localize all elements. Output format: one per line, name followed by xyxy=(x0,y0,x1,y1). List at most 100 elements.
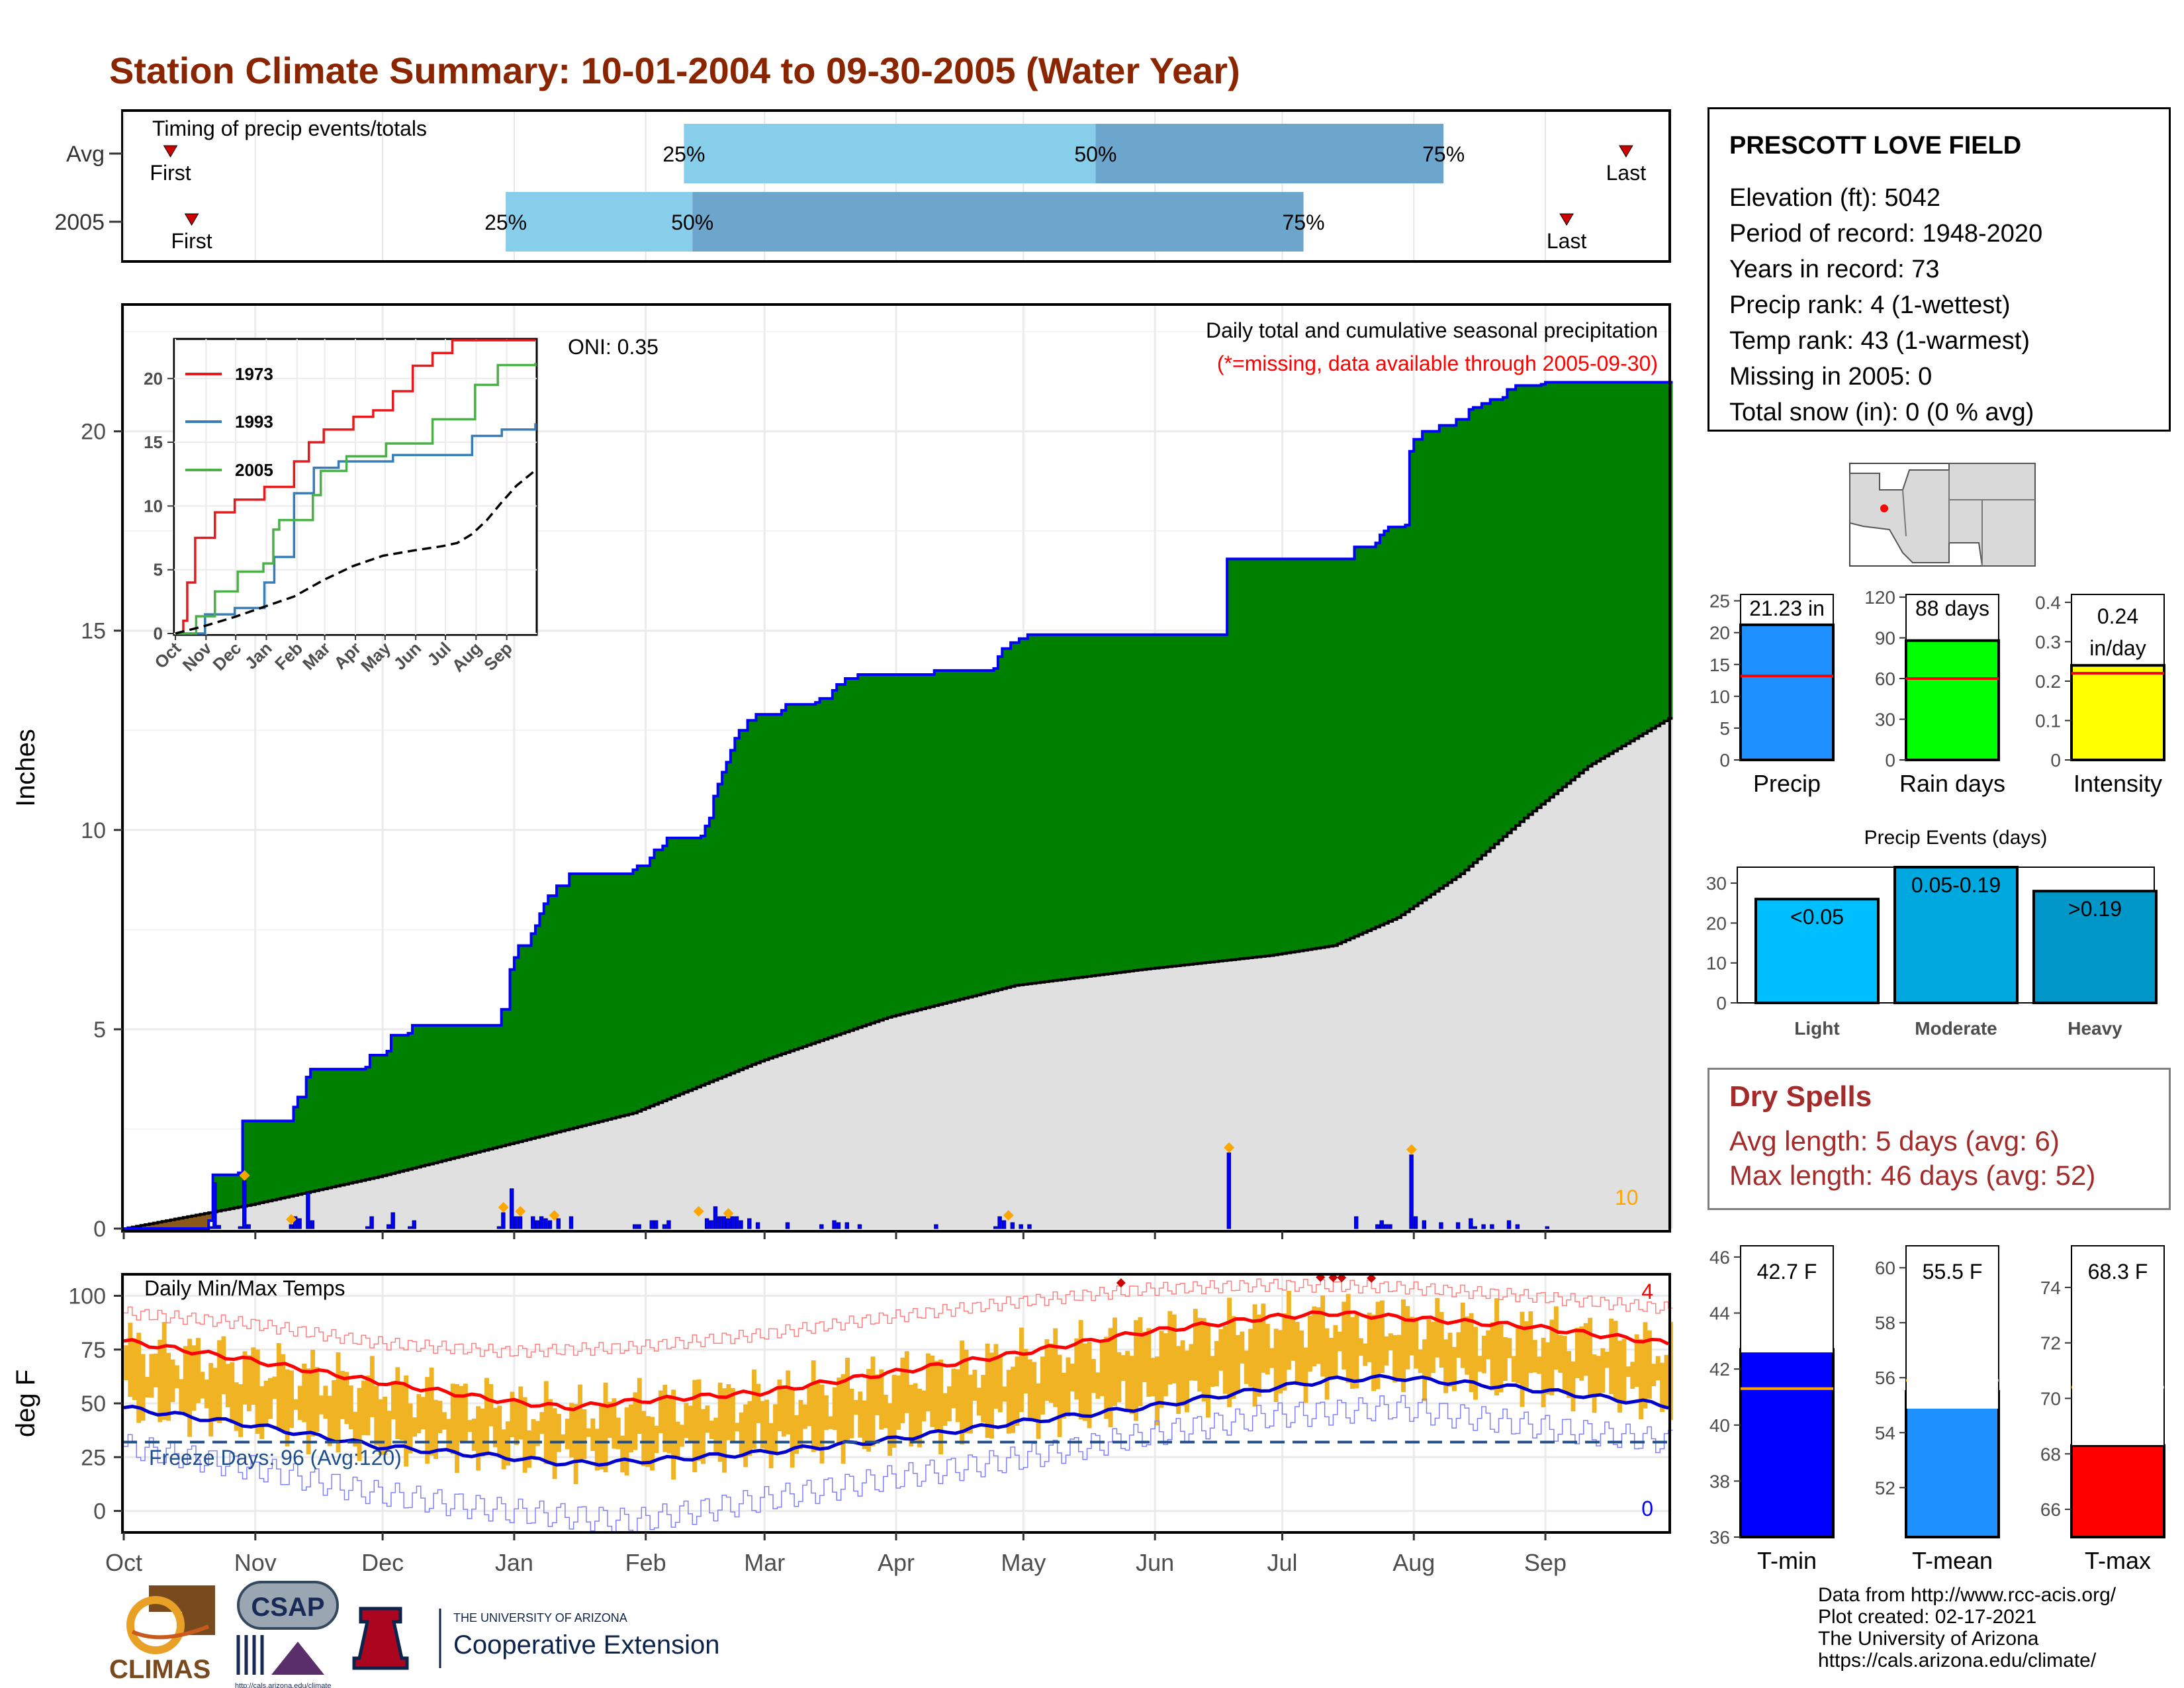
daily-temp-bar xyxy=(1116,1352,1122,1403)
daily-temp-bar xyxy=(124,1345,128,1381)
daily-temp-bar xyxy=(1494,1298,1500,1396)
daily-temp-bar xyxy=(1524,1321,1529,1388)
record-min-line xyxy=(124,1395,1673,1534)
summary-ytick-label: 72 xyxy=(2040,1333,2061,1354)
ua-big-text: Cooperative Extension xyxy=(453,1630,719,1660)
daily-temp-bar xyxy=(459,1385,464,1442)
daily-temp-bar xyxy=(874,1374,880,1415)
daily-temp-bar xyxy=(1350,1317,1355,1389)
daily-precip-bar xyxy=(293,1216,298,1229)
daily-temp-bar xyxy=(641,1411,647,1466)
daily-temp-bar xyxy=(149,1354,154,1398)
daily-temp-bar xyxy=(1129,1356,1134,1415)
csap-url: http://cals.arizona.edu/climate xyxy=(235,1682,332,1688)
daily-temp-bar xyxy=(896,1375,901,1430)
summary-value-box xyxy=(1907,1246,1998,1409)
daily-precip-bar xyxy=(539,1216,544,1229)
daily-temp-bar xyxy=(696,1379,702,1461)
record-day-marker xyxy=(239,1170,250,1181)
events-bar-label: 0.05-0.19 xyxy=(1911,873,2001,897)
summary-ytick-label: 90 xyxy=(1875,628,1895,649)
timing-p50-label: 50% xyxy=(671,211,713,234)
daily-precip-bar xyxy=(543,1218,548,1229)
daily-temp-bar xyxy=(650,1417,655,1471)
daily-temp-bar xyxy=(1295,1321,1300,1385)
timing-bar-25-50 xyxy=(684,124,1096,183)
daily-temp-bar xyxy=(760,1401,765,1449)
daily-temp-bar xyxy=(506,1421,511,1466)
daily-temp-bar xyxy=(293,1399,298,1410)
daily-temp-bar xyxy=(1002,1386,1007,1402)
month-tick-label: Jul xyxy=(1267,1549,1297,1576)
daily-temp-bar xyxy=(268,1378,273,1419)
daily-precip-bar xyxy=(717,1216,722,1229)
daily-temp-bar xyxy=(1520,1311,1525,1407)
daily-temp-bar xyxy=(841,1374,846,1464)
daily-temp-bar xyxy=(1528,1311,1533,1374)
daily-temp-bar xyxy=(1138,1317,1143,1407)
daily-temp-bar xyxy=(853,1399,858,1415)
daily-temp-bar xyxy=(1532,1340,1537,1373)
summary-value-bar xyxy=(1905,1390,2000,1538)
daily-precip-bar xyxy=(246,1224,251,1229)
daily-temp-bar xyxy=(637,1378,642,1434)
daily-temp-bar xyxy=(735,1423,740,1432)
summary-ytick-label: 0.3 xyxy=(2035,632,2061,652)
daily-temp-bar xyxy=(455,1383,460,1474)
temp-title: Daily Min/Max Temps xyxy=(144,1276,345,1300)
daily-temp-bar xyxy=(1329,1337,1334,1380)
record-day-marker xyxy=(1003,1209,1014,1221)
month-tick-label: Jan xyxy=(495,1549,533,1576)
month-tick-label: Dec xyxy=(361,1549,404,1576)
daily-temp-bar xyxy=(1146,1328,1152,1397)
daily-precip-bar xyxy=(1409,1154,1414,1229)
daily-temp-bar xyxy=(1639,1338,1644,1420)
precip-ytick-label: 10 xyxy=(81,818,106,843)
daily-temp-bar xyxy=(1460,1302,1465,1368)
daily-precip-bar xyxy=(993,1226,998,1229)
daily-temp-bar xyxy=(158,1339,163,1423)
daily-temp-bar xyxy=(1235,1335,1240,1394)
daily-temp-bar xyxy=(365,1375,371,1436)
inset-ytick-label: 0 xyxy=(154,624,163,643)
daily-temp-bar xyxy=(1379,1300,1385,1374)
daily-temp-bar xyxy=(1083,1343,1088,1421)
daily-temp-bar xyxy=(1439,1311,1444,1368)
daily-temp-bar xyxy=(739,1412,744,1458)
avg-min-line xyxy=(123,1374,1669,1467)
daily-temp-bar xyxy=(1040,1356,1045,1415)
daily-temp-bar xyxy=(582,1409,587,1460)
daily-temp-bar xyxy=(662,1384,668,1452)
freeze-label: Freeze Days: 96 (Avg:120) xyxy=(149,1446,402,1470)
inset-ytick-label: 15 xyxy=(144,432,163,452)
daily-temp-bar xyxy=(997,1356,1003,1413)
daily-temp-bar xyxy=(989,1352,994,1439)
daily-temp-bar xyxy=(1367,1312,1372,1362)
daily-temp-bar xyxy=(289,1370,294,1429)
daily-temp-bar xyxy=(1426,1319,1432,1378)
daily-temp-bar xyxy=(1163,1333,1168,1397)
daily-precip-bar xyxy=(208,1226,213,1229)
daily-temp-bar xyxy=(1312,1306,1317,1367)
daily-temp-bar xyxy=(1180,1340,1185,1407)
credit-line-3: The University of Arizona xyxy=(1818,1628,2039,1650)
events-bar-label: >0.19 xyxy=(2068,897,2122,921)
month-tick-label: Sep xyxy=(1524,1549,1567,1576)
daily-precip-bar xyxy=(238,1226,243,1229)
daily-precip-bar xyxy=(1383,1224,1388,1229)
events-bar xyxy=(1754,898,1880,1005)
daily-temp-bar xyxy=(1011,1366,1016,1433)
summary-ytick-label: 68 xyxy=(2040,1444,2061,1464)
summary-ytick-label: 38 xyxy=(1709,1471,1730,1491)
daily-temp-bar xyxy=(756,1383,761,1423)
timing-bar-50-75 xyxy=(692,192,1304,252)
station-precip-rank: Precip rank: 4 (1-wettest) xyxy=(1729,291,2011,319)
summary-ytick-label: 56 xyxy=(1875,1368,1895,1388)
daily-temp-bar xyxy=(1023,1348,1028,1394)
daily-temp-bar xyxy=(1095,1372,1101,1399)
climas-logo-text: CLIMAS xyxy=(109,1655,210,1684)
daily-temp-bar xyxy=(522,1397,527,1473)
month-tick-label: Oct xyxy=(105,1549,142,1576)
precip-axes: 0 5 10 15 20 xyxy=(81,420,1547,1242)
daily-temp-bar xyxy=(263,1380,269,1426)
